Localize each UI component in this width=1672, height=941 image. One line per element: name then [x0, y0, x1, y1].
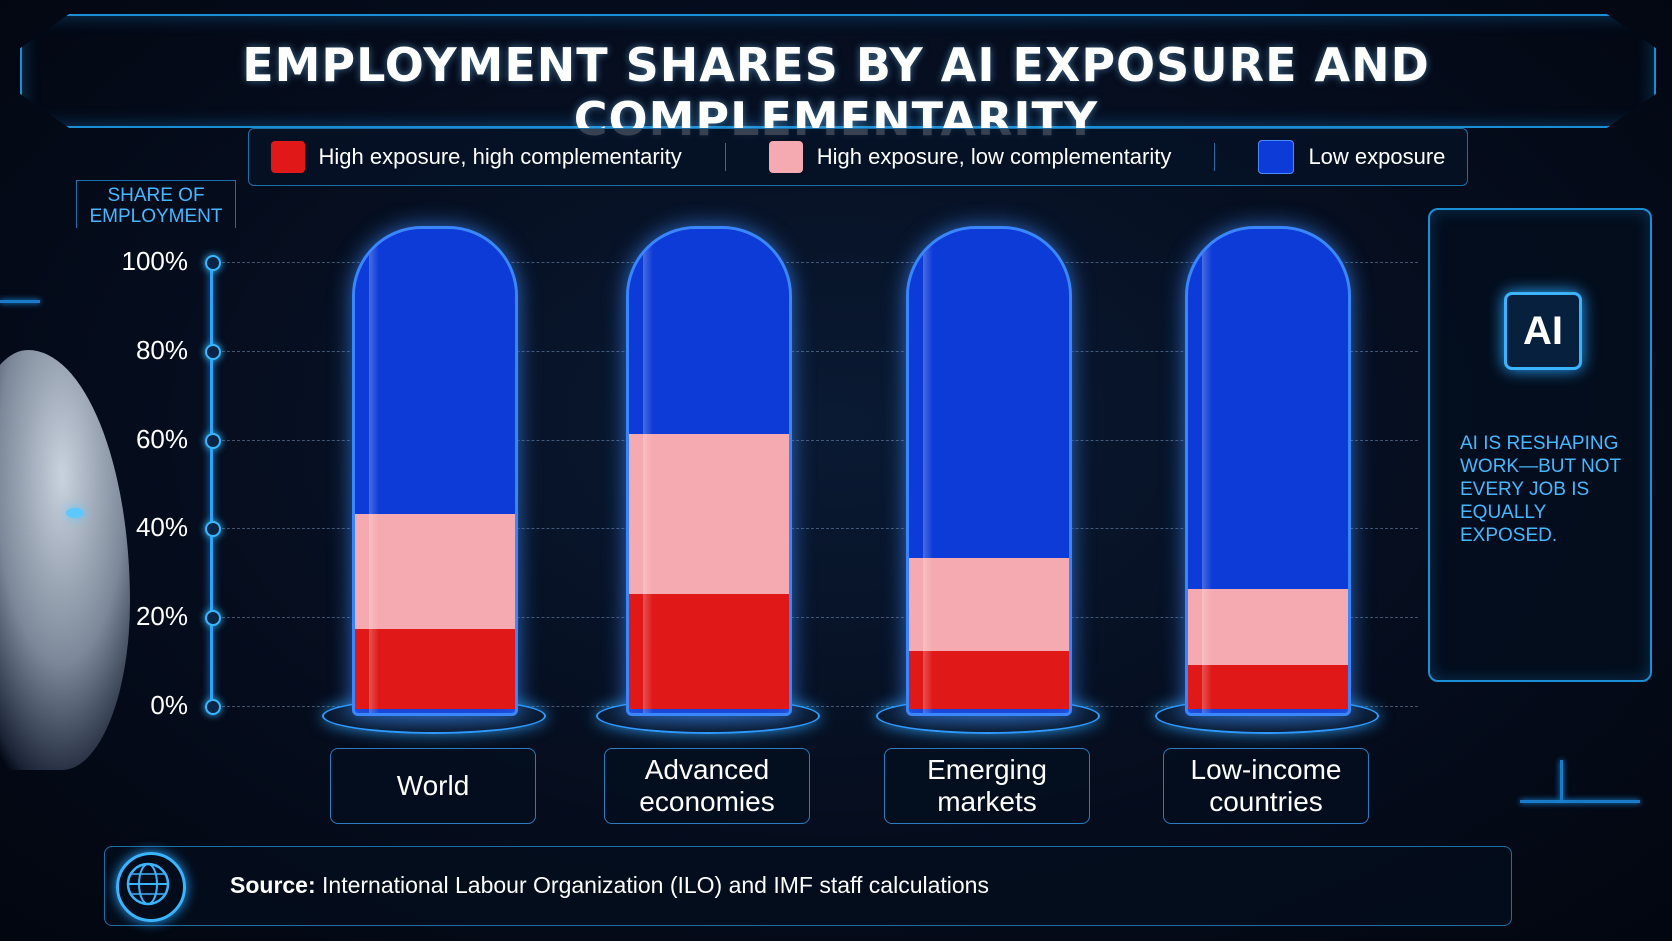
- legend: High exposure, high complementarity High…: [248, 128, 1468, 186]
- side-panel-text: AI IS RESHAPING WORK—BUT NOT EVERY JOB I…: [1460, 433, 1621, 546]
- y-tick-label: 100%: [121, 246, 189, 276]
- legend-divider: [1214, 143, 1216, 171]
- side-panel: [1428, 208, 1652, 682]
- y-tick-marker: [205, 343, 221, 360]
- tube-highlight: [369, 229, 379, 713]
- y-tick-label: 20%: [135, 601, 188, 632]
- tube-highlight: [1202, 229, 1212, 713]
- gridline: [222, 528, 1418, 530]
- tube-highlight: [923, 229, 933, 713]
- y-tick-label: 40%: [135, 512, 188, 543]
- bar-segment-high-high: [355, 629, 515, 709]
- bar-segment-high-low: [355, 513, 515, 630]
- bar-tube: [626, 226, 792, 716]
- y-tick-label: 60%: [135, 423, 188, 454]
- legend-divider: [724, 143, 726, 171]
- legend-label: High exposure, high complementarity: [318, 144, 682, 169]
- bar-tube: [906, 226, 1072, 716]
- legend-item-high-low: High exposure, low complementarity: [768, 141, 1172, 173]
- source-label: Source:: [230, 872, 316, 898]
- legend-item-low: Low exposure: [1258, 140, 1445, 174]
- globe-icon-graphic: [126, 862, 170, 906]
- legend-label: Low exposure: [1308, 144, 1446, 169]
- y-axis-line: [210, 262, 213, 708]
- circuit-line: [1560, 760, 1563, 800]
- gridline: [222, 706, 1418, 707]
- robot-eye-icon: [66, 508, 84, 518]
- gridline: [222, 617, 1418, 619]
- y-tick-marker: [205, 521, 221, 538]
- gridline: [222, 350, 1418, 352]
- bar-segment-low: [355, 229, 515, 514]
- category-label: Emerging markets: [884, 748, 1090, 824]
- y-tick-marker: [205, 610, 221, 627]
- legend-label: High exposure, low complementarity: [816, 144, 1172, 169]
- category-label: Low-income countries: [1163, 748, 1369, 824]
- gridline: [222, 439, 1418, 441]
- y-tick-marker: [205, 699, 221, 715]
- circuit-line: [0, 300, 40, 303]
- tube-highlight: [643, 229, 653, 713]
- y-tick-label: 0%: [150, 690, 188, 720]
- footer: [104, 846, 1512, 926]
- bar-segment-high-high: [1188, 664, 1348, 709]
- bar-segment-high-low: [629, 433, 789, 594]
- y-axis-label: SHARE OF EMPLOYMENT: [76, 180, 236, 228]
- y-tick-marker: [205, 432, 221, 449]
- globe-icon: [116, 852, 186, 922]
- y-tick-marker: [205, 255, 221, 271]
- bar-segment-high-low: [909, 558, 1069, 652]
- legend-swatch: [270, 141, 305, 173]
- bar-segment-low: [1188, 229, 1348, 590]
- bar-segment-high-high: [629, 593, 789, 709]
- bar-tube: [352, 226, 518, 716]
- legend-swatch: [1258, 140, 1295, 174]
- bar-segment-low: [909, 229, 1069, 559]
- bar-segment-high-high: [909, 651, 1069, 709]
- category-label: Advanced economies: [604, 748, 810, 824]
- source-text: International Labour Organization (ILO) …: [322, 872, 989, 898]
- legend-item-high-high: High exposure, high complementarity: [270, 141, 682, 173]
- title-frame: [20, 14, 1656, 128]
- ai-chip-icon: AI: [1504, 292, 1582, 370]
- category-label: World: [330, 748, 536, 824]
- source-note: Source: International Labour Organizatio…: [230, 872, 989, 899]
- circuit-line: [1520, 800, 1640, 803]
- y-tick-label: 80%: [135, 334, 188, 365]
- bar-segment-high-low: [1188, 589, 1348, 665]
- gridline: [222, 262, 1418, 263]
- bar-segment-low: [629, 229, 789, 434]
- bar-tube: [1185, 226, 1351, 716]
- legend-swatch: [768, 141, 803, 173]
